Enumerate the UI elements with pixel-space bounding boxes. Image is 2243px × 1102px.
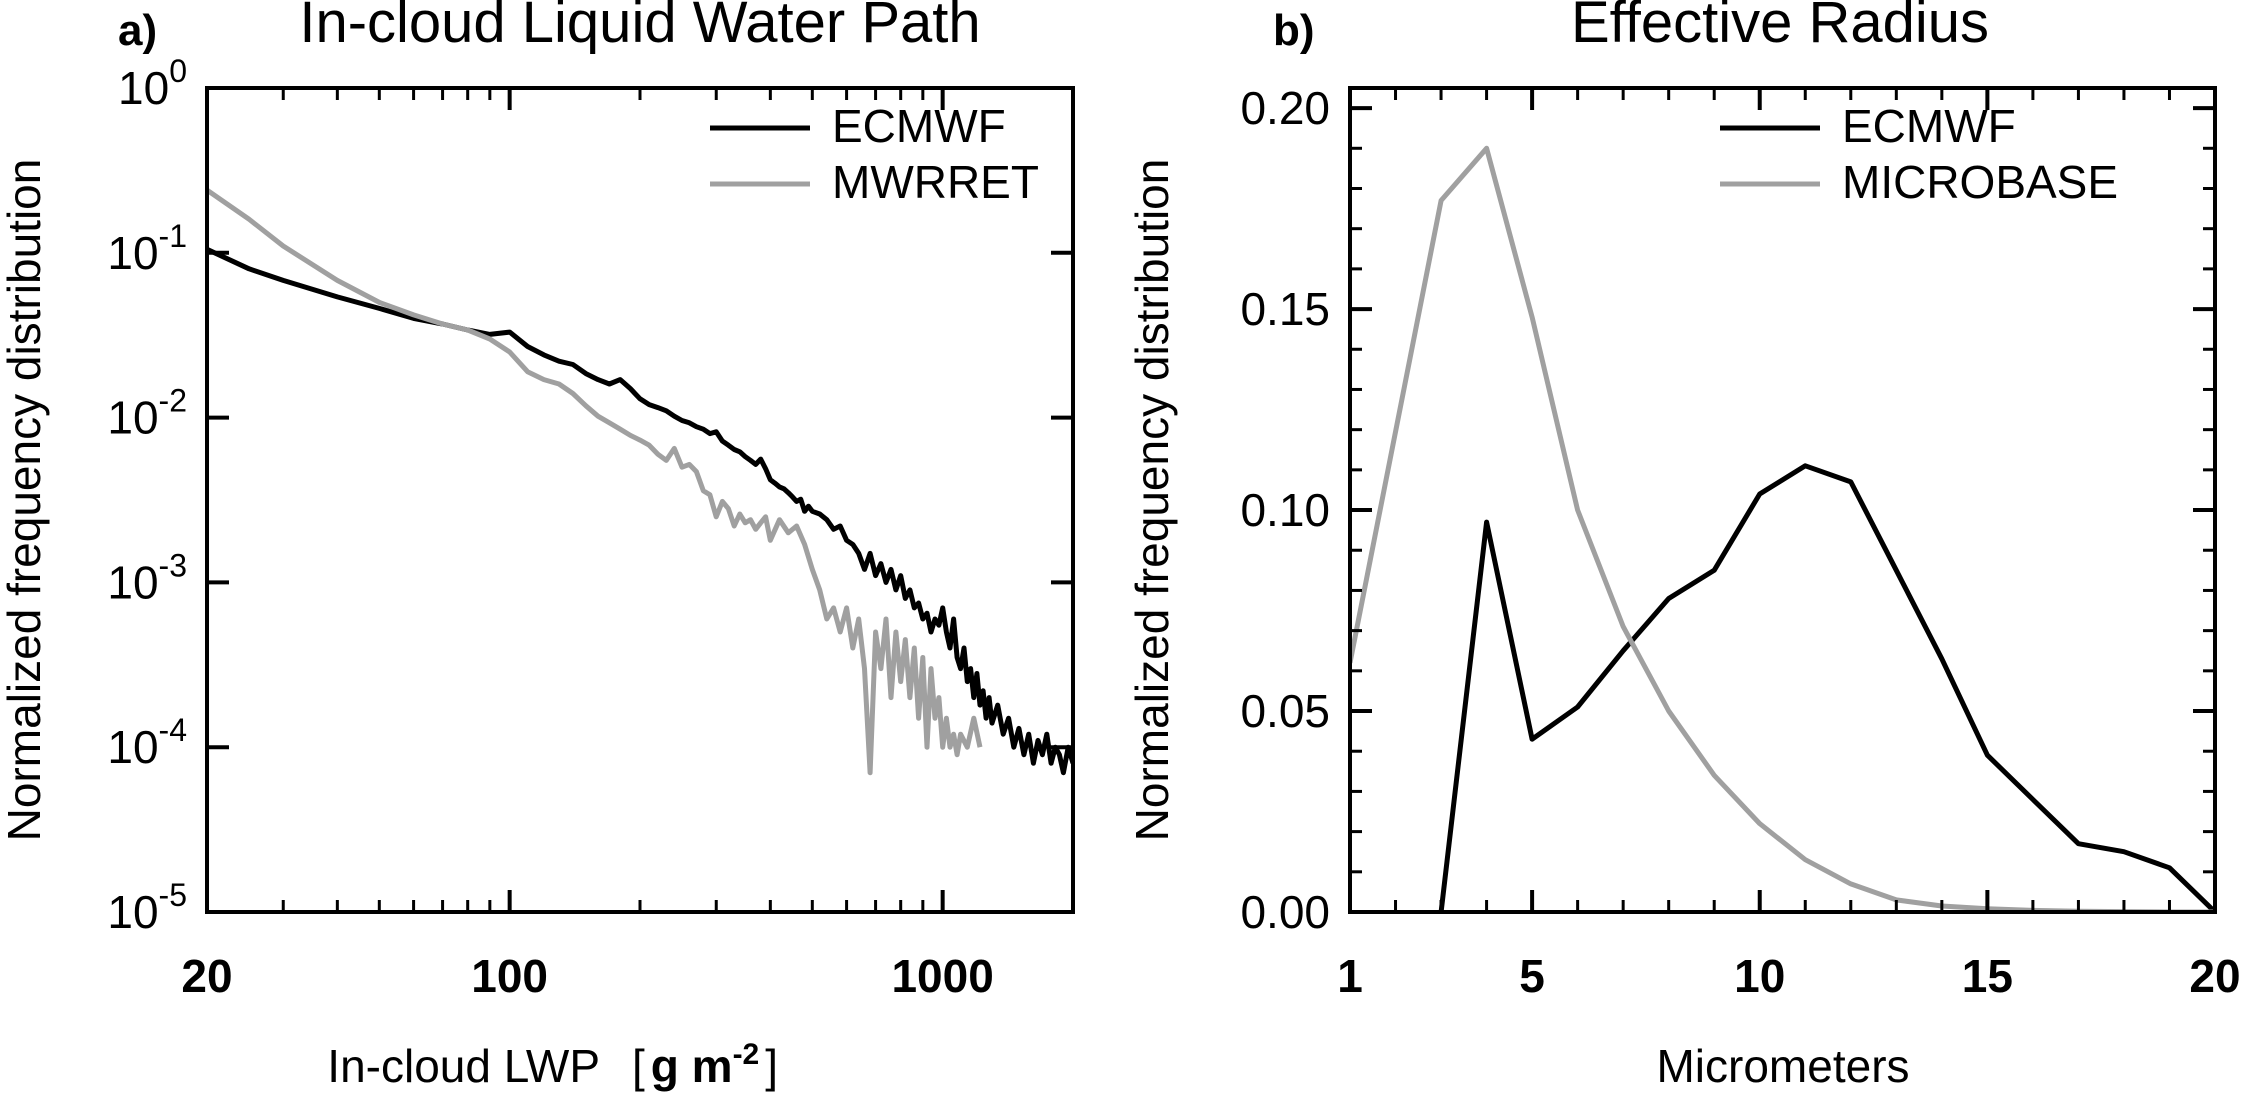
x-tick-label: 1000 (891, 950, 993, 1002)
panel-b-tag: b) (1273, 6, 1315, 55)
legend-label-microbase: MICROBASE (1842, 156, 2118, 208)
legend-label-ecmwf: ECMWF (1842, 100, 2016, 152)
panel-a-xlabel-unit: [g m-2] (632, 1038, 778, 1092)
y-tick-label: 0.05 (1240, 685, 1330, 737)
panel-b-xlabel: Micrometers (1656, 1040, 1909, 1092)
y-tick-label: 0.20 (1240, 82, 1330, 134)
panel-a-ylabel: Normalized frequency distribution (0, 159, 50, 842)
panel-a-tag: a) (118, 6, 157, 55)
series-line-mwrret (207, 188, 983, 776)
series-line-microbase (1350, 145, 2215, 912)
legend-label-ecmwf: ECMWF (832, 100, 1006, 152)
y-tick-label: 10-2 (107, 383, 187, 444)
x-tick-label: 10 (1734, 950, 1785, 1002)
chart-panel-a: a) In-cloud Liquid Water Path Normalized… (0, 0, 1075, 1092)
y-tick-label: 0.15 (1240, 283, 1330, 335)
panel-a-xlabel: In-cloud LWP (327, 1040, 600, 1092)
panel-a-xlabel-group: In-cloud LWP [g m-2] (327, 1038, 778, 1092)
y-tick-label: 100 (118, 53, 187, 114)
y-tick-label: 0.00 (1240, 886, 1330, 938)
plot-frame (205, 86, 1075, 914)
series-line-ecmwf (1438, 463, 2215, 912)
x-tick-label: 5 (1519, 950, 1545, 1002)
x-tick-label: 15 (1962, 950, 2013, 1002)
chart-panel-b: b) Effective Radius Normalized frequency… (1126, 0, 2241, 1092)
legend-label-mwrret: MWRRET (832, 156, 1039, 208)
x-tick-label: 20 (181, 950, 232, 1002)
y-tick-label: 10-5 (107, 877, 187, 938)
x-tick-label: 1 (1337, 950, 1363, 1002)
y-tick-label: 10-1 (107, 218, 187, 279)
panel-a-title: In-cloud Liquid Water Path (299, 0, 980, 55)
x-tick-label: 20 (2189, 950, 2240, 1002)
y-tick-label: 0.10 (1240, 484, 1330, 536)
plot-frame (1348, 86, 2217, 914)
y-tick-label: 10-3 (107, 547, 187, 608)
y-tick-label: 10-4 (107, 712, 187, 773)
series-line-ecmwf (207, 247, 1073, 776)
panel-b-ylabel: Normalized frequency distribution (1126, 159, 1178, 842)
x-tick-label: 100 (471, 950, 548, 1002)
panel-b-title: Effective Radius (1571, 0, 1989, 55)
